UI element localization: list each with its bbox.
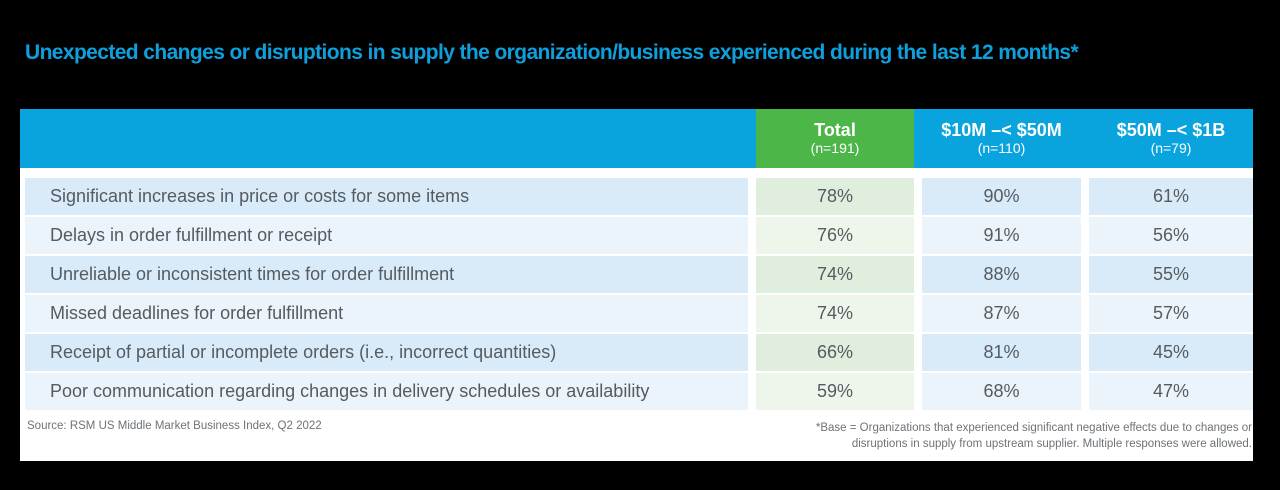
table-row: Receipt of partial or incomplete orders …: [20, 334, 1253, 371]
value-total: 74%: [756, 256, 914, 293]
value-total: 76%: [756, 217, 914, 254]
footnote-line-2: disruptions in supply from upstream supp…: [851, 438, 1252, 450]
column-header-n: (n=191): [810, 140, 860, 156]
column-header-label: $50M –< $1B: [1116, 120, 1226, 140]
value-10m-50m: 90%: [922, 178, 1081, 215]
row-label: Poor communication regarding changes in …: [25, 373, 748, 410]
value-50m-1b: 55%: [1089, 256, 1253, 293]
row-label: Missed deadlines for order fulfillment: [25, 295, 748, 332]
data-table: Total (n=191) $10M –< $50M (n=110) $50M …: [20, 109, 1253, 461]
table-row: Poor communication regarding changes in …: [20, 373, 1253, 410]
row-label: Delays in order fulfillment or receipt: [25, 217, 748, 254]
value-10m-50m: 68%: [922, 373, 1081, 410]
value-50m-1b: 47%: [1089, 373, 1253, 410]
value-10m-50m: 87%: [922, 295, 1081, 332]
table-row: Unreliable or inconsistent times for ord…: [20, 256, 1253, 293]
value-50m-1b: 57%: [1089, 295, 1253, 332]
table-row: Delays in order fulfillment or receipt 7…: [20, 217, 1253, 254]
column-header-n: (n=79): [1150, 140, 1192, 156]
footnote-line-1: *Base = Organizations that experienced s…: [815, 422, 1252, 434]
table-row: Significant increases in price or costs …: [20, 178, 1253, 215]
column-header-label: $10M –< $50M: [941, 120, 1062, 140]
column-header-label: Total: [814, 120, 856, 140]
column-header-10m-50m: $10M –< $50M (n=110): [922, 109, 1081, 168]
value-10m-50m: 91%: [922, 217, 1081, 254]
column-header-n: (n=110): [977, 140, 1026, 156]
chart-title: Unexpected changes or disruptions in sup…: [25, 41, 1079, 64]
row-label: Significant increases in price or costs …: [25, 178, 748, 215]
value-10m-50m: 81%: [922, 334, 1081, 371]
source-note: Source: RSM US Middle Market Business In…: [27, 420, 322, 432]
column-header-total: Total (n=191): [756, 109, 914, 168]
value-total: 78%: [756, 178, 914, 215]
footnote: *Base = Organizations that experienced s…: [692, 420, 1252, 452]
row-label: Unreliable or inconsistent times for ord…: [25, 256, 748, 293]
column-header-50m-1b: $50M –< $1B (n=79): [1089, 109, 1253, 168]
value-total: 74%: [756, 295, 914, 332]
value-50m-1b: 45%: [1089, 334, 1253, 371]
value-50m-1b: 56%: [1089, 217, 1253, 254]
value-50m-1b: 61%: [1089, 178, 1253, 215]
value-10m-50m: 88%: [922, 256, 1081, 293]
table-row: Missed deadlines for order fulfillment 7…: [20, 295, 1253, 332]
row-label: Receipt of partial or incomplete orders …: [25, 334, 748, 371]
value-total: 66%: [756, 334, 914, 371]
value-total: 59%: [756, 373, 914, 410]
